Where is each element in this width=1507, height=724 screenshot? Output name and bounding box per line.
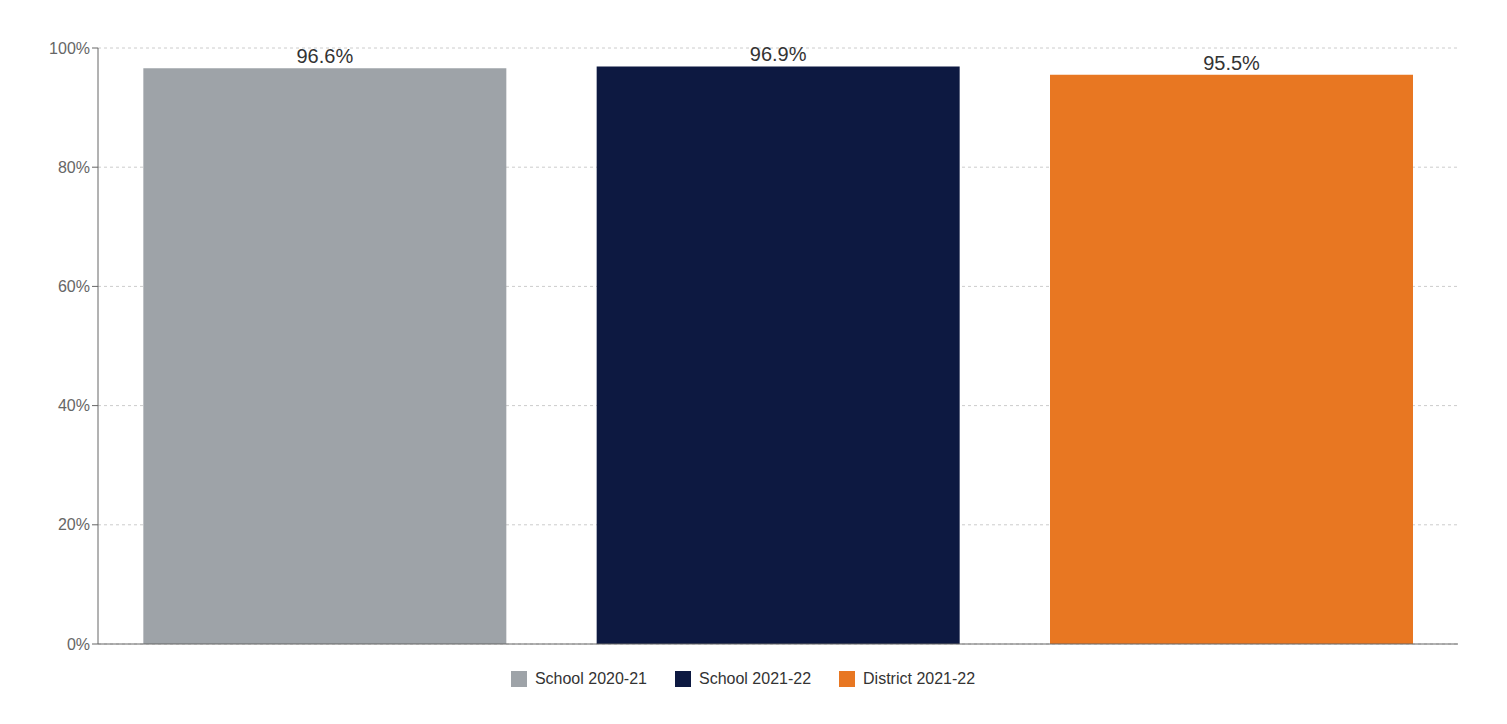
- svg-text:40%: 40%: [58, 397, 90, 414]
- svg-text:96.9%: 96.9%: [750, 43, 807, 65]
- html-text:School 2021-22: School 2021-22: [699, 670, 812, 687]
- svg-text:0%: 0%: [67, 636, 90, 653]
- svg-text:96.6%: 96.6%: [296, 45, 353, 67]
- svg-text:60%: 60%: [58, 278, 90, 295]
- svg-text:20%: 20%: [58, 516, 90, 533]
- svg-text:95.5%: 95.5%: [1203, 52, 1260, 74]
- svg-text:100%: 100%: [49, 40, 90, 57]
- svg-text:80%: 80%: [58, 159, 90, 176]
- html-text:District 2021-22: District 2021-22: [863, 670, 976, 687]
- html-text:School 2020-21: School 2020-21: [534, 670, 647, 687]
